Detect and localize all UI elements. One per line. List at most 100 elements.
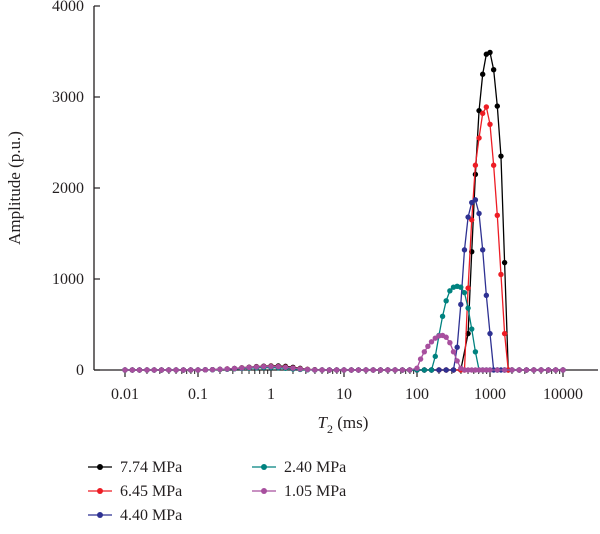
data-point [494, 367, 500, 373]
data-point [447, 288, 453, 294]
legend-label: 7.74 MPa [120, 459, 182, 476]
data-point [268, 363, 274, 370]
data-point [461, 247, 468, 253]
data-point [490, 67, 497, 73]
data-point [553, 367, 559, 373]
x-tick-label: 0.1 [188, 386, 208, 403]
x-ticks: 0.01 0.1 1 10 100 1000 10000 [111, 370, 583, 403]
data-point [414, 365, 420, 371]
data-point [417, 356, 424, 362]
data-point [436, 367, 442, 373]
x-axis-title-subscript: 2 [327, 422, 333, 436]
data-point [297, 366, 303, 372]
data-point [443, 367, 449, 373]
data-point [151, 367, 157, 373]
data-point [260, 363, 267, 370]
x-tick-label: 1000 [474, 386, 506, 403]
legend-label: 1.05 MPa [284, 483, 346, 500]
data-point [458, 284, 464, 290]
data-point [501, 367, 508, 373]
axes: 0 1000 2000 3000 4000 0.01 0.1 1 10 100 1000 10000 [52, 0, 598, 403]
data-point [253, 364, 260, 370]
data-point [450, 349, 457, 355]
data-point [487, 49, 493, 56]
data-point [333, 367, 340, 373]
data-point [421, 367, 428, 373]
data-point [290, 365, 296, 371]
data-point [483, 292, 490, 299]
data-point [454, 344, 460, 350]
data-point [428, 367, 435, 373]
data-point [439, 313, 446, 320]
data-point [465, 285, 471, 291]
data-point [472, 349, 479, 355]
data-point [326, 367, 333, 373]
x-axis-title-unit: (ms) [333, 413, 368, 432]
data-point [129, 367, 136, 373]
data-point [501, 330, 508, 337]
x-tick-label: 0.01 [111, 386, 139, 403]
data-point [144, 367, 150, 373]
y-tick-label: 1000 [52, 271, 84, 288]
data-point [363, 367, 369, 373]
data-point [458, 301, 464, 308]
data-point [195, 367, 201, 373]
data-point [406, 367, 413, 373]
data-point [239, 365, 245, 371]
data-point [545, 367, 552, 373]
data-point [487, 330, 493, 337]
y-tick-label: 2000 [52, 180, 84, 197]
y-tick-label: 0 [76, 362, 84, 379]
data-point [341, 367, 347, 373]
data-point [443, 298, 449, 304]
legend-item: 2.40 MPa [252, 459, 346, 476]
legend-swatch-marker [97, 512, 103, 518]
plot-series [122, 49, 566, 373]
series-line [125, 334, 563, 371]
data-point [465, 305, 471, 311]
series-line [125, 285, 563, 371]
data-point [136, 367, 143, 373]
data-point [425, 343, 431, 350]
data-point [304, 366, 311, 373]
series-0 [122, 49, 566, 373]
data-point [209, 366, 216, 373]
data-point [479, 71, 486, 77]
series-3 [122, 283, 566, 373]
data-point [217, 366, 223, 373]
legend-swatch-marker [261, 464, 267, 470]
series-2 [122, 197, 566, 373]
data-point [494, 212, 500, 218]
x-axis-title-symbol: T [318, 413, 329, 432]
data-point [231, 365, 238, 372]
legend-item: 1.05 MPa [252, 483, 346, 500]
data-point [166, 367, 172, 373]
legend-label: 4.40 MPa [120, 507, 182, 524]
data-point [494, 103, 500, 109]
data-point [187, 367, 194, 373]
data-point [428, 339, 435, 345]
legend: 7.74 MPa 6.45 MPa 4.40 MPa 2.40 MPa 1.05 MPa [88, 459, 346, 524]
data-point [560, 367, 566, 373]
data-point [476, 210, 482, 217]
data-point [443, 334, 449, 340]
data-point [385, 367, 391, 373]
data-point [158, 367, 165, 373]
data-point [312, 367, 318, 373]
data-point [319, 367, 325, 373]
x-axis-title: T2 (ms) [318, 413, 369, 436]
data-point [432, 353, 438, 360]
data-point [465, 214, 471, 220]
data-point [469, 326, 475, 332]
series-4 [122, 332, 566, 373]
data-point [370, 367, 376, 373]
data-point [487, 121, 493, 128]
data-point [454, 358, 460, 364]
data-point [472, 162, 479, 168]
data-point [476, 135, 482, 141]
data-point [421, 349, 428, 355]
data-point [509, 367, 515, 373]
y-tick-label: 4000 [52, 0, 84, 15]
data-point [516, 367, 522, 373]
